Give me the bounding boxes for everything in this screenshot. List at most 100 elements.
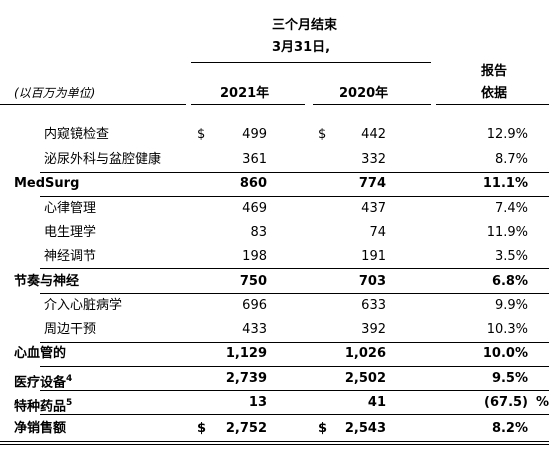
table-row: 医疗设备4 2,739 2,502 9.5% [0,367,554,391]
row-label-text: MedSurg [14,176,80,191]
value-2021: 198 [242,249,267,264]
value-2020: 774 [358,176,386,191]
row-label-text: 周边干预 [44,322,97,337]
growth-value: 12.9% [486,127,528,142]
value-2020: 332 [361,152,386,167]
subtotal-rule-6 [40,366,549,367]
row-label: 内窥镜检查 [44,127,109,143]
row-label-text: 泌尿外科与盆腔健康 [44,152,162,167]
subtotal-rule-2 [40,196,549,197]
row-label-text: 介入心脏病学 [44,298,123,313]
growth-value: 10.0% [482,346,528,361]
value-2021: 13 [248,395,267,410]
table-row: 周边干预 433 392 10.3% [0,318,554,342]
row-label-text: 节奏与神经 [14,274,80,289]
value-2020: 2,543 [344,421,386,436]
growth-value: 6.8% [491,274,528,289]
table-row: 神经调节 198 191 3.5% [0,245,554,269]
value-2021: 1,129 [225,346,267,361]
growth-header-line-1: 报告 [481,64,508,79]
row-label-text: 心血管的 [14,346,67,361]
growth-value: 8.7% [494,152,528,167]
column-header-2021: 2021年 [220,86,270,101]
footnote-marker: 5 [66,398,73,408]
dollar-sign-2020: $ [318,127,327,142]
value-2021: 83 [250,225,267,240]
growth-value: 9.5% [491,371,528,386]
subtotal-rule-9 [0,441,549,442]
subtotal-rule-5 [40,342,549,343]
subtotal-rule-4 [40,293,549,294]
row-label: 心律管理 [44,201,96,217]
table-row: MedSurg 860 774 11.1% [0,172,554,196]
growth-value: 7.4% [494,201,528,216]
percent-suffix: % [536,395,550,410]
growth-value: (67.5) [484,395,528,410]
value-2020: 74 [369,225,386,240]
table-row: 节奏与神经 750 703 6.8% [0,270,554,294]
value-2021: 2,739 [225,371,267,386]
growth-value: 11.9% [486,225,528,240]
period-underline [191,62,431,63]
row-label: 节奏与神经 [14,274,79,290]
row-label: MedSurg [14,176,79,192]
subtotal-rule-1 [40,172,549,173]
table-row: 泌尿外科与盆腔健康 361 332 8.7% [0,148,554,172]
footnote-marker: 4 [66,374,73,384]
growth-value: 9.9% [494,298,528,313]
subtotal-rule-3 [40,268,549,269]
value-2020: 703 [358,274,386,289]
value-2020: 191 [361,249,386,264]
table-row: 特种药品5 13 41 (67.5)% [0,391,554,415]
dollar-sign-2021: $ [197,127,206,142]
value-2021: 361 [242,152,267,167]
value-2020: 1,026 [344,346,386,361]
row-label: 电生理学 [44,225,96,241]
row-label-text: 内窥镜检查 [44,127,110,142]
subtotal-rule-8 [40,414,549,415]
growth-value: 11.1% [482,176,528,191]
header-underline-units [0,104,186,105]
value-2020: 41 [367,395,386,410]
value-2021: 469 [242,201,267,216]
value-2020: 442 [361,127,386,142]
value-2020: 633 [361,298,386,313]
row-label: 神经调节 [44,249,96,265]
row-label-text: 电生理学 [44,225,97,240]
table-row: 电生理学 83 74 11.9% [0,221,554,245]
row-label: 周边干预 [44,322,96,338]
value-2020: 392 [361,322,386,337]
row-label-text: 医疗设备 [14,375,67,391]
value-2021: 2,752 [225,421,267,436]
dollar-sign-2021: $ [197,421,207,436]
row-label-text: 心律管理 [44,201,97,216]
period-line-2: 3月31日, [272,40,331,55]
column-header-2020: 2020年 [339,86,389,101]
table-row: 净销售额 $2,752 $2,543 8.2% [0,417,554,441]
value-2020: 437 [361,201,386,216]
row-label-text: 净销售额 [14,421,67,436]
table-row: 心律管理 469 437 7.4% [0,197,554,221]
row-label: 特种药品5 [14,395,72,415]
units-label: (以百万为单位) [14,86,96,100]
row-label: 介入心脏病学 [44,298,122,314]
subtotal-rule-7 [40,390,549,391]
value-2021: 696 [242,298,267,313]
final-double-rule [0,444,549,445]
row-label-text: 神经调节 [44,249,97,264]
value-2021: 860 [239,176,267,191]
dollar-sign-2020: $ [318,421,328,436]
header-underline-2021 [191,104,305,105]
table-row: 介入心脏病学 696 633 9.9% [0,294,554,318]
header-underline-2020 [313,104,431,105]
table-row: 心血管的 1,129 1,026 10.0% [0,342,554,366]
growth-value: 8.2% [491,421,528,436]
growth-value: 10.3% [486,322,528,337]
value-2020: 2,502 [344,371,386,386]
row-label: 泌尿外科与盆腔健康 [44,152,161,168]
table-row: 内窥镜检查 $499 $442 12.9% [0,123,554,147]
row-label: 净销售额 [14,421,66,437]
value-2021: 750 [239,274,267,289]
value-2021: 499 [242,127,267,142]
header-underline-growth [436,104,549,105]
